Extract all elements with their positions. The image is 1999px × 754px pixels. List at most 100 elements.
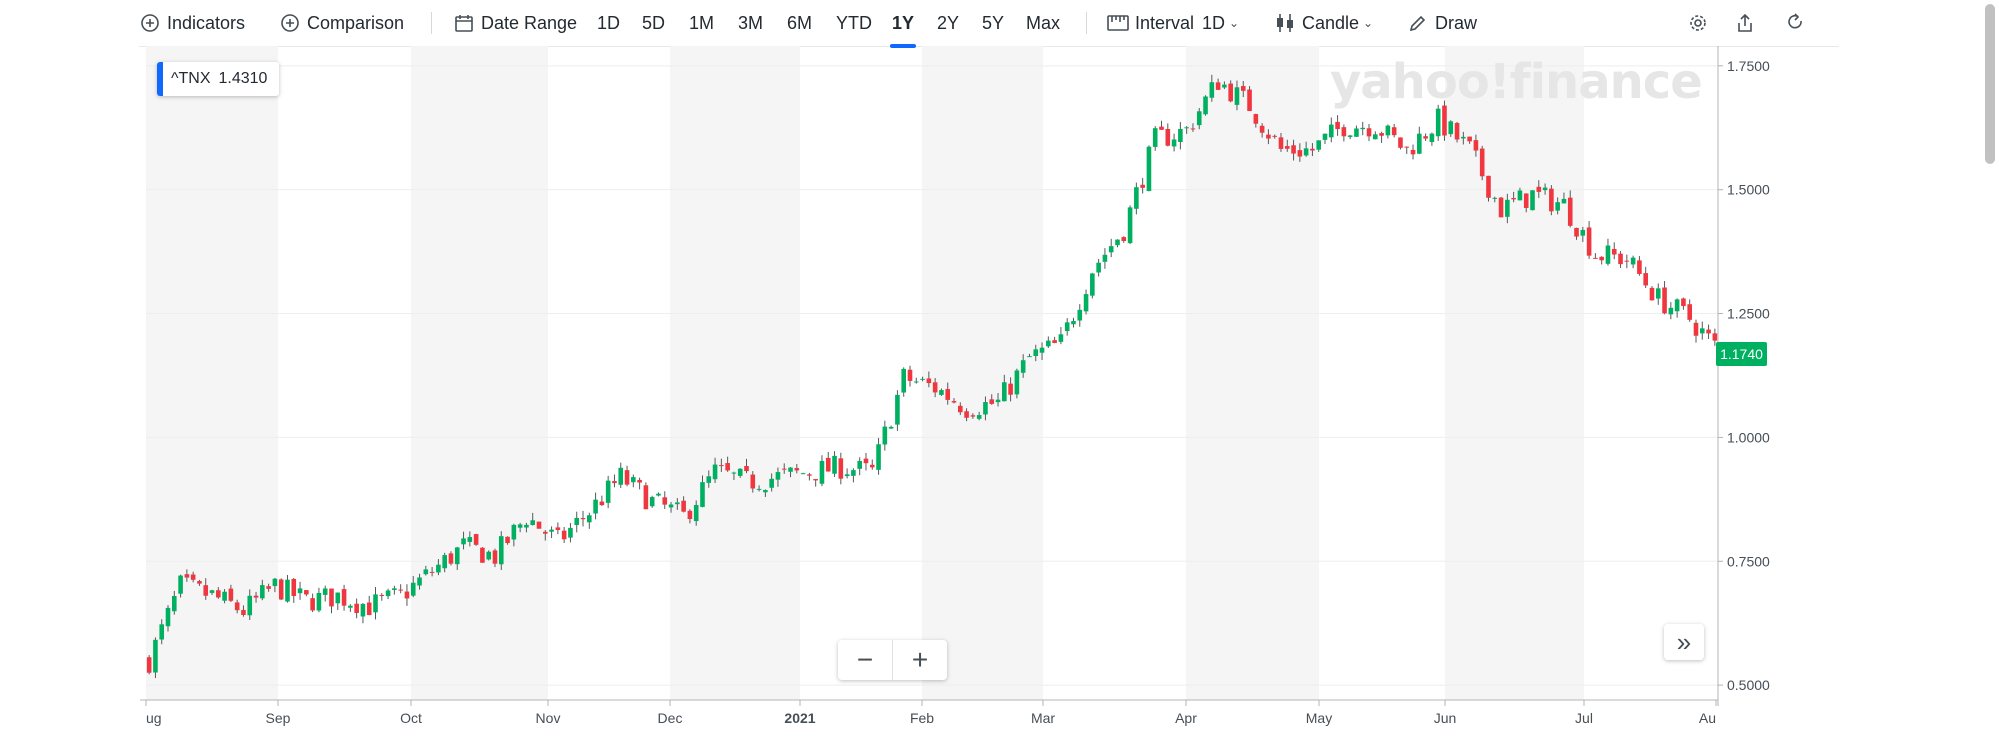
pencil-icon (1407, 12, 1429, 34)
scroll-forward-button[interactable]: » (1664, 624, 1704, 660)
candle (354, 598, 359, 619)
range-3m[interactable]: 3M (738, 12, 764, 33)
indicators-button[interactable]: Indicators (139, 0, 245, 46)
candle (517, 522, 523, 533)
candle (957, 402, 963, 416)
candlestick-chart[interactable]: 0.5000 0.7500 1.0000 1.2500 1.5000 1.7500 ug S… (0, 46, 1999, 749)
chart-type-label: Candle (1302, 12, 1360, 33)
zoom-in-button[interactable]: + (911, 644, 929, 675)
candle (1008, 377, 1013, 402)
candle (1366, 123, 1372, 142)
candle (511, 523, 517, 547)
candle (668, 502, 674, 513)
candle (1027, 353, 1032, 358)
candle (1574, 227, 1579, 240)
candle (568, 522, 573, 543)
month-band (1186, 46, 1319, 700)
candle (832, 451, 837, 477)
candle (687, 509, 693, 524)
comparison-label: Comparison (307, 12, 405, 33)
draw-button[interactable]: Draw (1407, 0, 1477, 46)
candle (744, 458, 749, 474)
candle (1373, 131, 1378, 140)
month-band (411, 46, 548, 700)
chart-area[interactable]: 0.5000 0.7500 1.0000 1.2500 1.5000 1.7500 ug S… (0, 46, 1999, 749)
range-5y[interactable]: 5Y (982, 12, 1005, 33)
y-tick-label: 1.5000 (1727, 182, 1770, 198)
page-scrollbar[interactable] (1985, 4, 1995, 164)
candle (1278, 132, 1284, 152)
candle (926, 371, 932, 388)
candle (1530, 190, 1535, 211)
candle (348, 604, 353, 612)
candle (360, 603, 366, 624)
candle (1316, 140, 1322, 152)
candle (536, 521, 542, 529)
candle (1454, 121, 1460, 143)
symbol-legend[interactable]: ^TNX 1.4310 (157, 62, 280, 96)
candle (1146, 145, 1152, 192)
month-band (670, 46, 800, 700)
candle (1561, 192, 1567, 204)
x-tick-label: 2021 (784, 710, 815, 726)
x-tick-label: Apr (1175, 710, 1197, 726)
candle (429, 566, 435, 577)
candle (549, 526, 554, 539)
candle (989, 394, 995, 405)
candle (951, 398, 957, 404)
candle (1417, 126, 1422, 155)
candle (637, 477, 642, 490)
candle (253, 591, 259, 603)
candle (1479, 145, 1485, 181)
gear-icon[interactable] (1684, 9, 1712, 37)
chart-type-dropdown[interactable]: Candle ⌄ (1274, 0, 1373, 46)
candle (775, 467, 781, 487)
range-1d[interactable]: 1D (597, 12, 621, 33)
reset-icon[interactable] (1782, 9, 1810, 37)
zoom-out-button[interactable]: − (856, 644, 874, 675)
range-1m[interactable]: 1M (689, 12, 715, 33)
candle (216, 587, 221, 599)
candle (1404, 146, 1410, 154)
candle (1115, 239, 1120, 248)
y-tick-label: 1.7500 (1727, 58, 1770, 74)
range-ytd[interactable]: YTD (836, 12, 872, 33)
candle (1002, 374, 1007, 402)
interval-dropdown[interactable]: Interval 1D ⌄ (1107, 0, 1239, 46)
candle (222, 589, 227, 604)
candle (1058, 327, 1064, 345)
candle (656, 492, 661, 497)
calendar-icon (453, 12, 475, 34)
comparison-button[interactable]: Comparison (279, 0, 404, 46)
date-range-button[interactable]: Date Range (453, 0, 577, 46)
range-6m[interactable]: 6M (787, 12, 813, 33)
range-2y[interactable]: 2Y (937, 12, 960, 33)
candle (631, 474, 636, 488)
legend-value: 1.4310 (218, 70, 268, 87)
candle (366, 595, 372, 616)
candle (1611, 242, 1617, 260)
candle (1605, 238, 1611, 266)
month-band (1445, 46, 1584, 700)
candle (304, 590, 309, 597)
candle (473, 533, 479, 546)
x-tick-label: Jul (1575, 710, 1593, 726)
zoom-divider (892, 640, 893, 680)
candle (1398, 137, 1403, 150)
interval-value: 1D (1202, 12, 1226, 33)
candle (1567, 190, 1573, 228)
range-5d[interactable]: 5D (642, 12, 666, 33)
y-tick-label: 1.2500 (1727, 306, 1770, 322)
candle (976, 411, 982, 421)
candle (234, 599, 240, 614)
range-1y[interactable]: 1Y (889, 0, 917, 48)
candle (1467, 136, 1472, 144)
candle (373, 587, 378, 620)
candle (379, 593, 385, 601)
candle (1442, 100, 1447, 141)
x-tick-label: Oct (400, 710, 422, 726)
share-icon[interactable] (1731, 9, 1759, 37)
range-max[interactable]: Max (1026, 12, 1061, 33)
candle (266, 583, 271, 592)
candle (1140, 178, 1145, 194)
